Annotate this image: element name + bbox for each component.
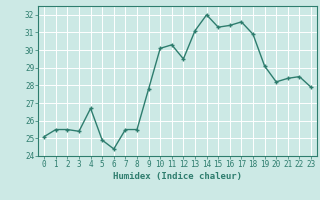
X-axis label: Humidex (Indice chaleur): Humidex (Indice chaleur) (113, 172, 242, 181)
